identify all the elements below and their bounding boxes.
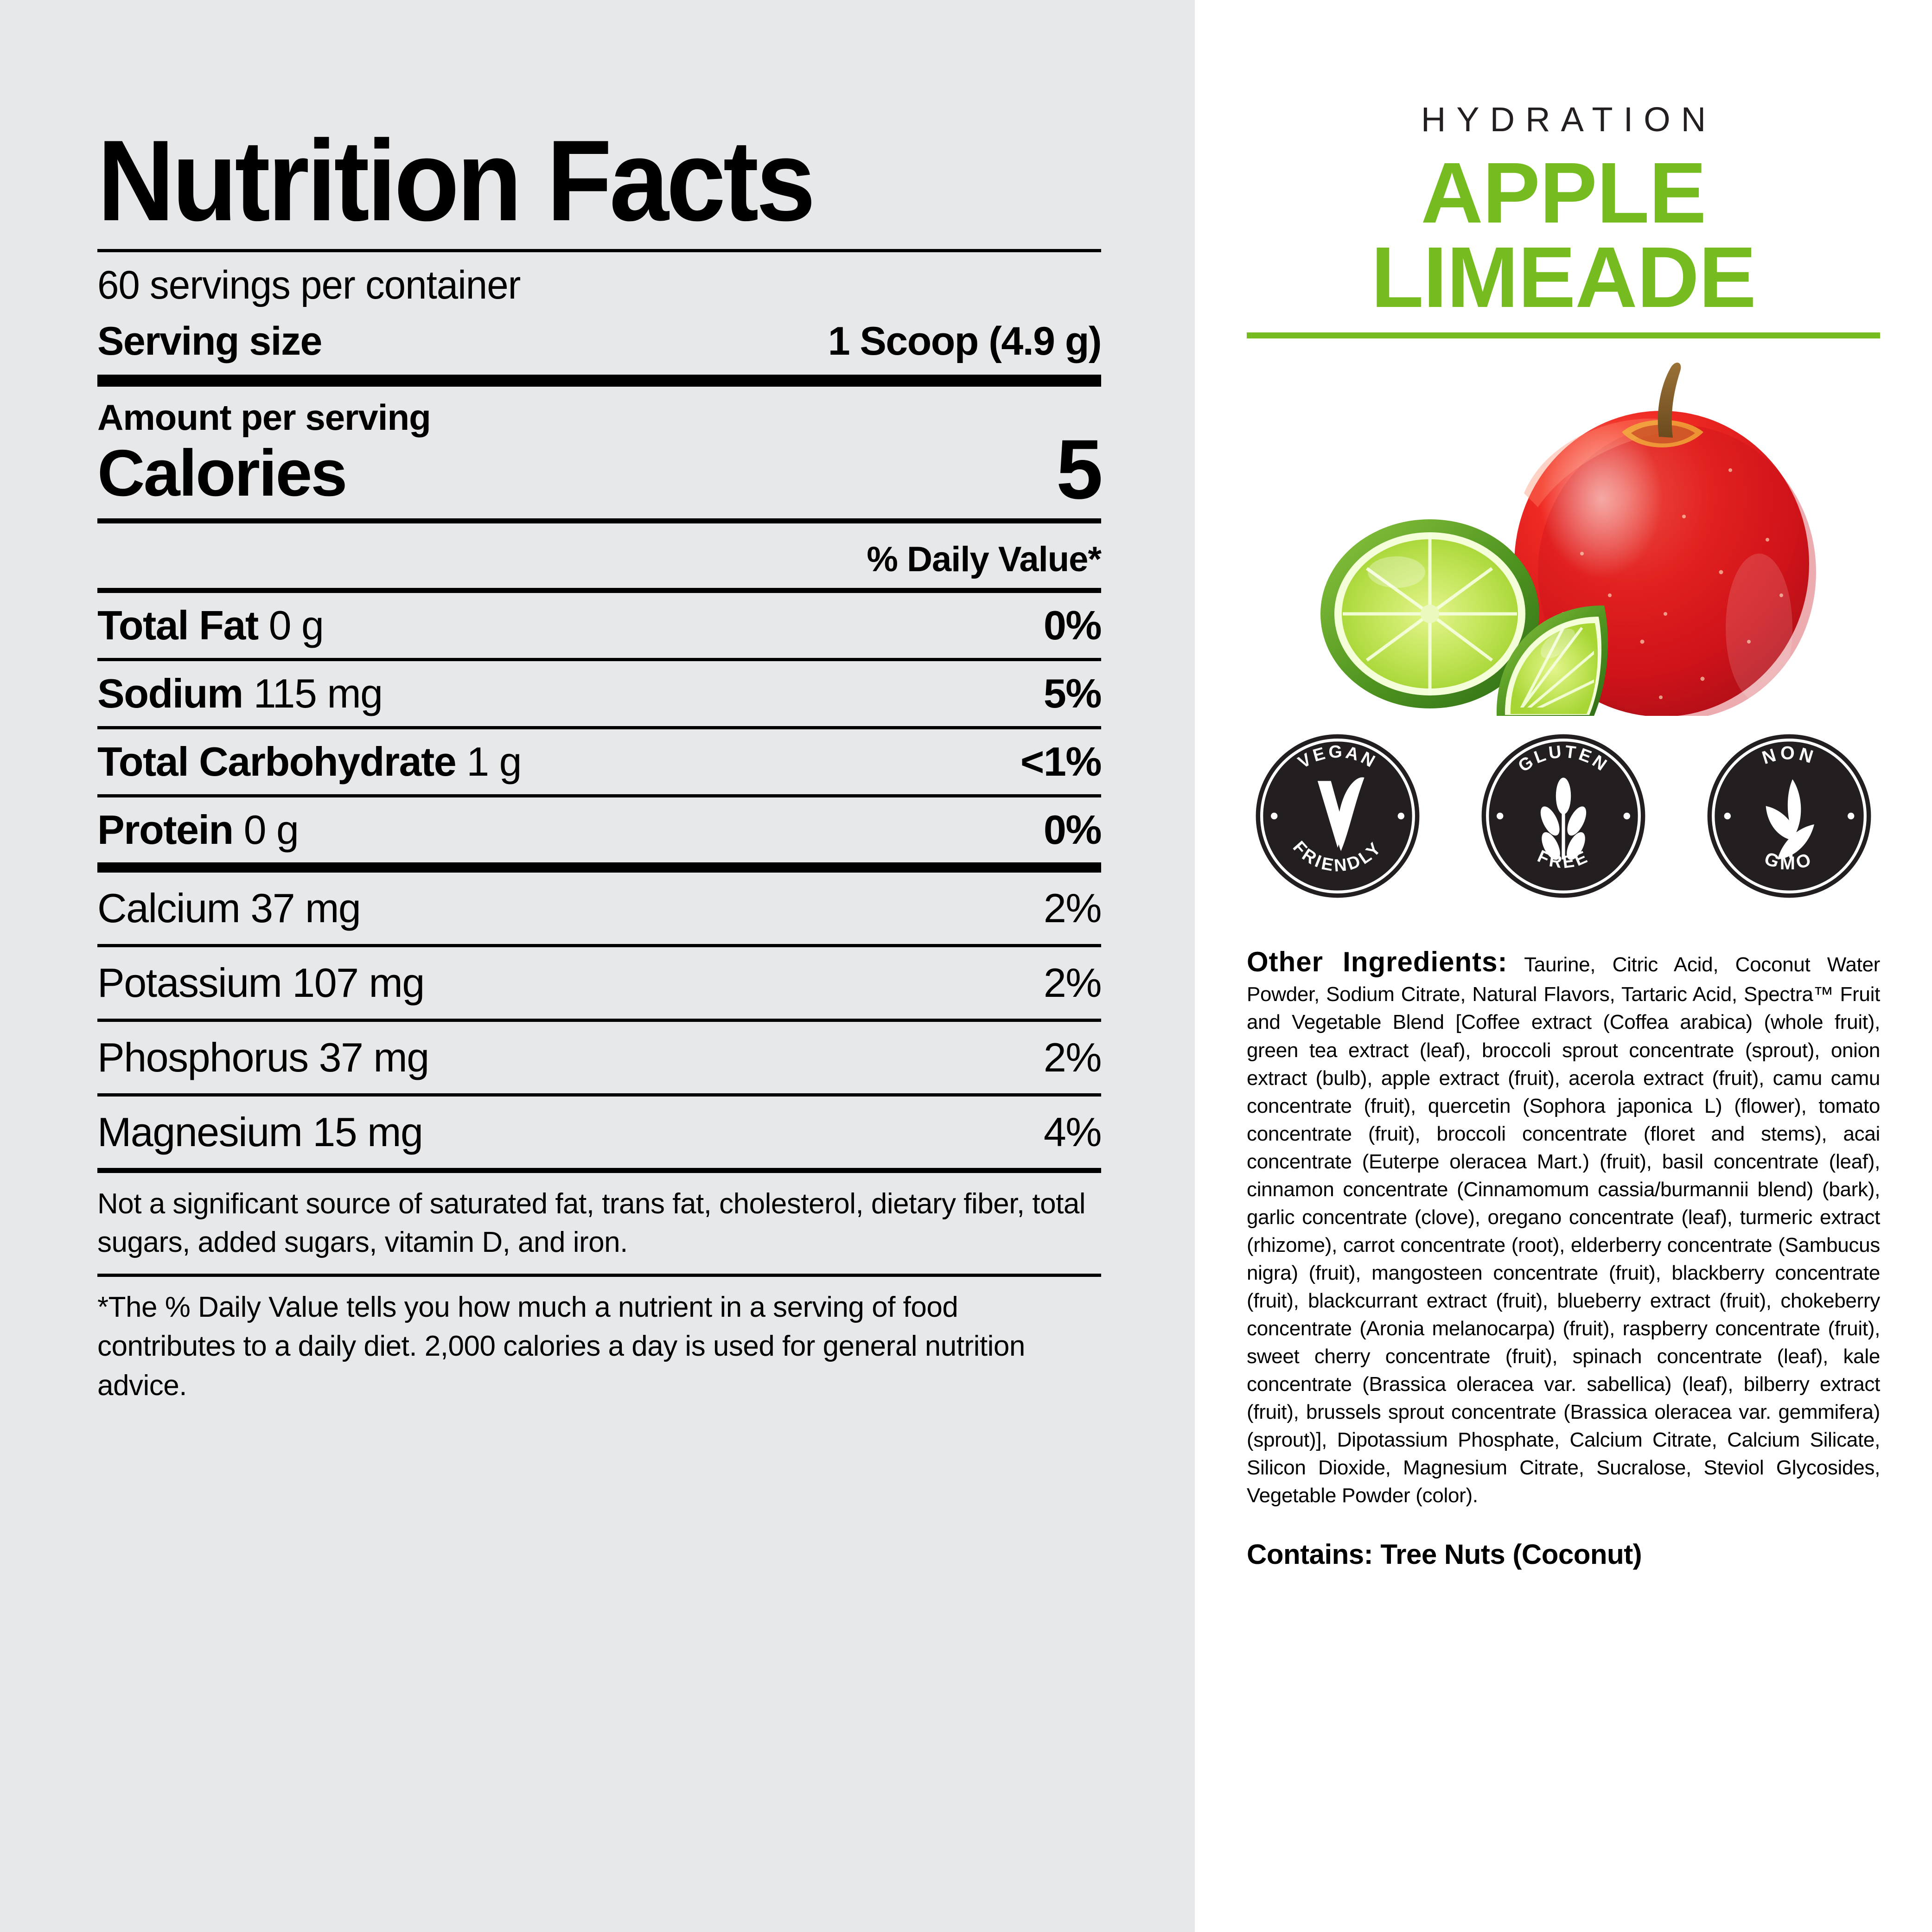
calories-row: Calories 5 (97, 422, 1103, 517)
flavor-line-1: APPLE (1421, 145, 1706, 241)
mineral-name: Potassium 107 mg (97, 960, 425, 1006)
row-divider (97, 794, 1101, 798)
lime-half-graphic (1320, 519, 1539, 708)
divider-under-calories (97, 518, 1101, 524)
nutrient-dv: 0% (1043, 807, 1102, 853)
row-divider (97, 1093, 1101, 1097)
nutrient-name: Protein 0 g (97, 807, 299, 853)
row-divider (97, 726, 1101, 730)
table-row: Magnesium 15 mg 4% (97, 1097, 1102, 1168)
wheat-icon (1540, 777, 1587, 860)
serving-size-label: Serving size (97, 319, 322, 364)
lime-wedge-graphic (1496, 605, 1608, 716)
mineral-name: Phosphorus 37 mg (97, 1034, 429, 1081)
product-category: HYDRATION (1421, 100, 1717, 139)
badge-gluten-free: GLUTEN FREE (1480, 733, 1647, 899)
nutrient-dv: <1% (1020, 739, 1102, 785)
row-divider (97, 1019, 1101, 1022)
daily-value-footnote: *The % Daily Value tells you how much a … (97, 1291, 1025, 1402)
certification-badges: VEGAN FRIENDLY (1247, 733, 1880, 899)
product-panel: HYDRATION APPLE LIMEADE (1195, 0, 1932, 1932)
table-row: Phosphorus 37 mg 2% (97, 1022, 1102, 1093)
mineral-dv: 4% (1043, 1109, 1102, 1155)
nutrient-name: Total Fat 0 g (97, 602, 324, 649)
nutrient-dv: 5% (1043, 670, 1102, 717)
nutrient-name: Sodium 115 mg (97, 670, 383, 717)
divider-above-minerals (97, 862, 1101, 873)
product-flavor: APPLE LIMEADE (1247, 145, 1880, 326)
servings-per-container: 60 servings per container (97, 263, 521, 308)
badge-vegan-friendly: VEGAN FRIENDLY (1254, 733, 1421, 899)
flavor-line-2: LIMEADE (1371, 230, 1756, 326)
mineral-dv: 2% (1043, 960, 1102, 1006)
leaf-v-icon (1317, 777, 1365, 851)
divider-under-title (97, 249, 1101, 253)
nutrition-facts-title: Nutrition Facts (97, 116, 816, 245)
serving-size-value: 1 Scoop (4.9 g) (828, 319, 1102, 364)
mineral-name: Magnesium 15 mg (97, 1109, 423, 1155)
row-divider (97, 658, 1101, 662)
mineral-name: Calcium 37 mg (97, 885, 361, 931)
gluten-free-seal: GLUTEN FREE (1481, 734, 1645, 898)
daily-value-header: % Daily Value* (867, 540, 1102, 580)
non-gmo-seal: NON GMO (1707, 734, 1871, 898)
accent-divider (1247, 332, 1880, 338)
mineral-dv: 2% (1043, 885, 1102, 931)
serving-size-row: Serving size 1 Scoop (4.9 g) (97, 310, 1102, 375)
not-significant-source-text: Not a significant source of saturated fa… (97, 1188, 1086, 1258)
badge-non-gmo: NON GMO (1706, 733, 1873, 899)
calories-label: Calories (97, 436, 347, 510)
mineral-dv: 2% (1043, 1034, 1102, 1081)
table-row: Protein 0 g 0% (97, 797, 1102, 862)
calories-value: 5 (1056, 422, 1103, 517)
row-divider (97, 944, 1101, 948)
table-row: Sodium 115 mg 5% (97, 661, 1102, 726)
other-ingredients-heading: Other Ingredients: (1247, 946, 1508, 977)
calories-block: Amount per serving Calories 5 (97, 387, 1103, 517)
other-ingredients: Other Ingredients: Taurine, Citric Acid,… (1247, 943, 1880, 1510)
divider-above-dv-footnote (97, 1274, 1101, 1277)
table-row: Potassium 107 mg 2% (97, 947, 1102, 1019)
leaves-icon (1766, 779, 1814, 860)
divider-above-calories (97, 375, 1101, 387)
other-ingredients-body: Taurine, Citric Acid, Coconut Water Powd… (1247, 953, 1880, 1507)
vegan-friendly-seal: VEGAN FRIENDLY (1256, 734, 1420, 898)
allergen-contains-statement: Contains: Tree Nuts (Coconut) (1247, 1539, 1642, 1570)
amount-per-serving-label: Amount per serving (97, 397, 431, 438)
table-row: Total Fat 0 g 0% (97, 593, 1102, 658)
apple-lime-illustration (1320, 362, 1816, 716)
divider-above-nutrients (97, 588, 1101, 593)
table-row: Total Carbohydrate 1 g <1% (97, 729, 1102, 794)
nutrient-dv: 0% (1043, 602, 1102, 649)
nutrient-name: Total Carbohydrate 1 g (97, 739, 522, 785)
divider-above-footnotes (97, 1168, 1101, 1173)
nutrition-facts-panel: Nutrition Facts 60 servings per containe… (0, 0, 1195, 1932)
product-fruit-image (1247, 354, 1880, 716)
table-row: Calcium 37 mg 2% (97, 873, 1102, 944)
